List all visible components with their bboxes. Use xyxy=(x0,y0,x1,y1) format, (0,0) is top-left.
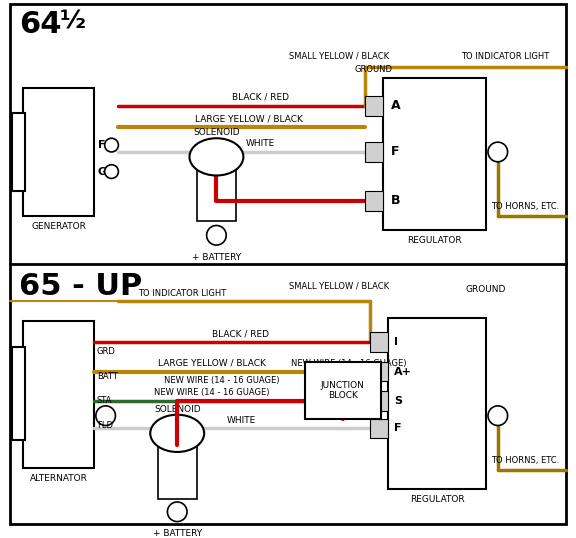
Text: BLACK / RED: BLACK / RED xyxy=(232,93,289,102)
Bar xyxy=(365,142,383,162)
Text: 64: 64 xyxy=(20,10,62,39)
Bar xyxy=(383,79,486,230)
Text: I: I xyxy=(394,337,398,347)
Text: B: B xyxy=(391,194,400,208)
Text: 65 - UP: 65 - UP xyxy=(20,272,143,301)
Text: A: A xyxy=(391,100,400,112)
Text: STA: STA xyxy=(97,397,112,406)
Text: SMALL YELLOW / BLACK: SMALL YELLOW / BLACK xyxy=(289,281,389,291)
Text: TO HORNS, ETC.: TO HORNS, ETC. xyxy=(491,456,559,465)
Text: LARGE YELLOW / BLACK: LARGE YELLOW / BLACK xyxy=(158,359,266,367)
Text: TO INDICATOR LIGHT: TO INDICATOR LIGHT xyxy=(138,289,226,298)
Bar xyxy=(370,391,388,411)
Text: G: G xyxy=(98,167,107,176)
Text: WHITE: WHITE xyxy=(226,415,256,424)
Text: GRD: GRD xyxy=(97,348,116,357)
Text: NEW WIRE (14 - 16 GUAGE): NEW WIRE (14 - 16 GUAGE) xyxy=(291,359,407,367)
Bar xyxy=(370,419,388,438)
Text: WHITE: WHITE xyxy=(246,139,275,148)
Bar xyxy=(23,88,94,216)
Text: BATT: BATT xyxy=(97,372,118,381)
Circle shape xyxy=(488,142,507,162)
Bar xyxy=(370,332,388,352)
Bar xyxy=(158,445,197,499)
Text: REGULATOR: REGULATOR xyxy=(410,495,464,504)
Circle shape xyxy=(105,165,119,179)
Text: SMALL YELLOW / BLACK: SMALL YELLOW / BLACK xyxy=(289,52,389,61)
Circle shape xyxy=(207,225,226,245)
Text: F: F xyxy=(391,145,399,159)
Text: SOLENOID: SOLENOID xyxy=(193,128,240,137)
Bar xyxy=(365,191,383,211)
Text: GROUND: GROUND xyxy=(466,285,506,294)
Text: ALTERNATOR: ALTERNATOR xyxy=(29,473,88,483)
Text: GENERATOR: GENERATOR xyxy=(31,222,86,231)
Text: F: F xyxy=(394,423,401,434)
Text: NEW WIRE (14 - 16 GUAGE): NEW WIRE (14 - 16 GUAGE) xyxy=(154,388,269,397)
Text: F: F xyxy=(98,140,105,150)
Text: TO INDICATOR LIGHT: TO INDICATOR LIGHT xyxy=(461,52,550,61)
Text: S: S xyxy=(394,396,402,406)
Text: + BATTERY: + BATTERY xyxy=(192,253,241,262)
Circle shape xyxy=(168,502,187,521)
Text: LARGE YELLOW / BLACK: LARGE YELLOW / BLACK xyxy=(195,115,303,124)
Text: A+: A+ xyxy=(394,366,412,377)
Text: FLD: FLD xyxy=(97,421,113,430)
Ellipse shape xyxy=(190,138,244,175)
Bar xyxy=(23,321,94,468)
Bar xyxy=(197,167,236,221)
Text: SOLENOID: SOLENOID xyxy=(154,405,200,414)
Bar xyxy=(388,317,486,489)
Ellipse shape xyxy=(150,415,204,452)
Text: TO HORNS, ETC.: TO HORNS, ETC. xyxy=(491,202,559,211)
Text: NEW WIRE (14 - 16 GUAGE): NEW WIRE (14 - 16 GUAGE) xyxy=(164,376,279,385)
Text: GROUND: GROUND xyxy=(354,65,392,74)
Text: REGULATOR: REGULATOR xyxy=(407,236,462,245)
Bar xyxy=(12,113,25,191)
Bar xyxy=(12,347,25,440)
Text: JUNCTION
BLOCK: JUNCTION BLOCK xyxy=(321,380,365,400)
Text: ½: ½ xyxy=(59,10,86,34)
Bar xyxy=(370,362,388,381)
Text: BLACK / RED: BLACK / RED xyxy=(213,329,270,338)
Bar xyxy=(305,362,381,419)
Circle shape xyxy=(488,406,507,426)
Text: + BATTERY: + BATTERY xyxy=(153,529,202,538)
Circle shape xyxy=(96,406,115,426)
Bar xyxy=(365,96,383,116)
Circle shape xyxy=(105,138,119,152)
